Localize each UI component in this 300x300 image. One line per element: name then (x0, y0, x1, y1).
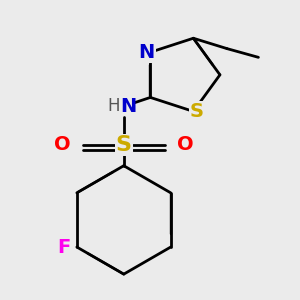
Text: F: F (57, 238, 70, 256)
Text: N: N (139, 43, 155, 62)
Text: O: O (177, 135, 193, 154)
Text: N: N (120, 97, 136, 116)
Text: S: S (116, 135, 132, 155)
Text: O: O (54, 135, 71, 154)
Text: S: S (190, 102, 204, 121)
Text: H: H (107, 97, 119, 115)
